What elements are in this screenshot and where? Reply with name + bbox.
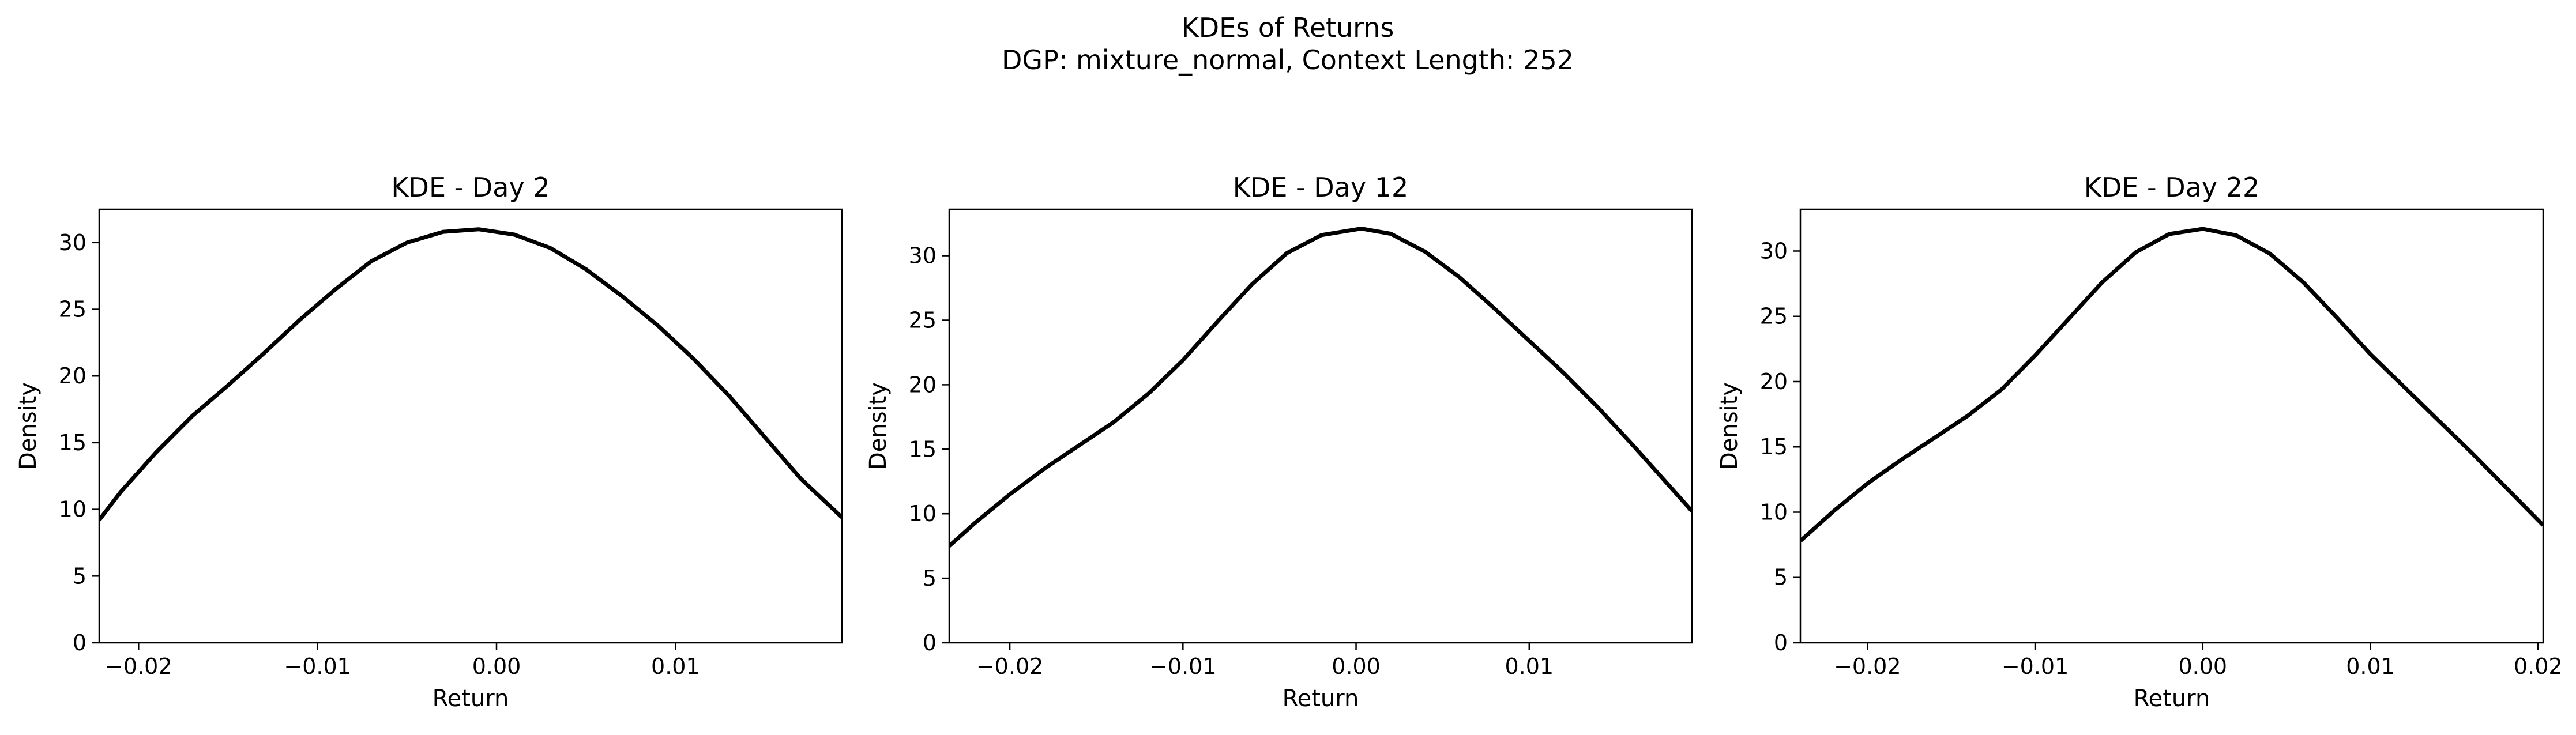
y-tick-label: 15	[909, 436, 937, 462]
y-tick-label: 20	[909, 372, 937, 397]
y-tick-label: 30	[59, 230, 87, 255]
y-tick-label: 20	[59, 363, 87, 389]
figure-subtitle: DGP: mixture_normal, Context Length: 252	[1002, 44, 1574, 76]
subplot-3: −0.02 −0.01 0.00 0.01 0.02 0 5 10 15 20 25 30 KDE - …	[1716, 172, 2563, 712]
subplot-1: −0.02 −0.01 0.00 0.01 0 5 10 15 20 25 30 KDE - Day …	[15, 172, 843, 712]
x-tick-label: 0.00	[2178, 654, 2227, 679]
subplot-title: KDE - Day 22	[2084, 172, 2259, 203]
x-axis-label: Return	[433, 685, 509, 712]
y-tick-label: 10	[909, 501, 937, 526]
y-tick-label: 0	[1774, 630, 1788, 655]
y-tick-label: 5	[1774, 565, 1788, 590]
axes-frame	[1799, 208, 2544, 644]
y-tick-label: 25	[1760, 304, 1788, 329]
x-tick-label: 0.01	[2346, 654, 2395, 679]
y-tick-label: 30	[1760, 238, 1788, 263]
figure-title: KDEs of Returns	[1182, 12, 1394, 43]
y-tick-label: 5	[73, 563, 87, 589]
x-tick-label: 0.00	[472, 654, 521, 679]
y-tick-label: 10	[59, 497, 87, 522]
axes-frame	[948, 208, 1693, 644]
y-tick-label: 20	[1760, 369, 1788, 394]
y-tick-label: 15	[59, 430, 87, 455]
subplot-title: KDE - Day 2	[391, 172, 550, 203]
x-tick-label: 0.01	[651, 654, 700, 679]
y-tick-label: 5	[923, 566, 937, 591]
x-tick-label: −0.01	[2002, 654, 2069, 679]
subplot-title: KDE - Day 12	[1233, 172, 1408, 203]
x-tick-label: 0.02	[2514, 654, 2563, 679]
subplots: −0.02 −0.01 0.00 0.01 0 5 10 15 20 25 30 KDE - Day …	[15, 172, 2563, 712]
y-tick-label: 0	[73, 630, 87, 655]
x-tick-label: −0.01	[284, 654, 351, 679]
kde-line	[99, 227, 842, 522]
y-axis-label: Density	[865, 382, 892, 470]
x-tick-label: −0.02	[1834, 654, 1901, 679]
y-tick-label: 0	[923, 630, 937, 655]
y-tick-label: 15	[1760, 434, 1788, 459]
x-axis-label: Return	[2134, 685, 2210, 712]
x-tick-label: −0.02	[976, 654, 1043, 679]
y-axis-label: Density	[1716, 382, 1743, 470]
axes-frame	[98, 208, 843, 644]
x-tick-label: 0.01	[1505, 654, 1554, 679]
y-tick-label: 25	[59, 297, 87, 322]
subplot-2: −0.02 −0.01 0.00 0.01 0 5 10 15 20 25 30 KDE - Day …	[865, 172, 1693, 712]
kde-line	[1800, 227, 2543, 542]
y-tick-label: 10	[1760, 499, 1788, 525]
y-tick-label: 30	[909, 243, 937, 269]
kde-line	[949, 227, 1692, 548]
y-tick-label: 25	[909, 307, 937, 333]
x-axis-label: Return	[1283, 685, 1359, 712]
y-axis-label: Density	[15, 382, 42, 470]
x-tick-label: 0.00	[1332, 654, 1381, 679]
x-tick-label: −0.02	[105, 654, 172, 679]
x-tick-label: −0.01	[1149, 654, 1216, 679]
